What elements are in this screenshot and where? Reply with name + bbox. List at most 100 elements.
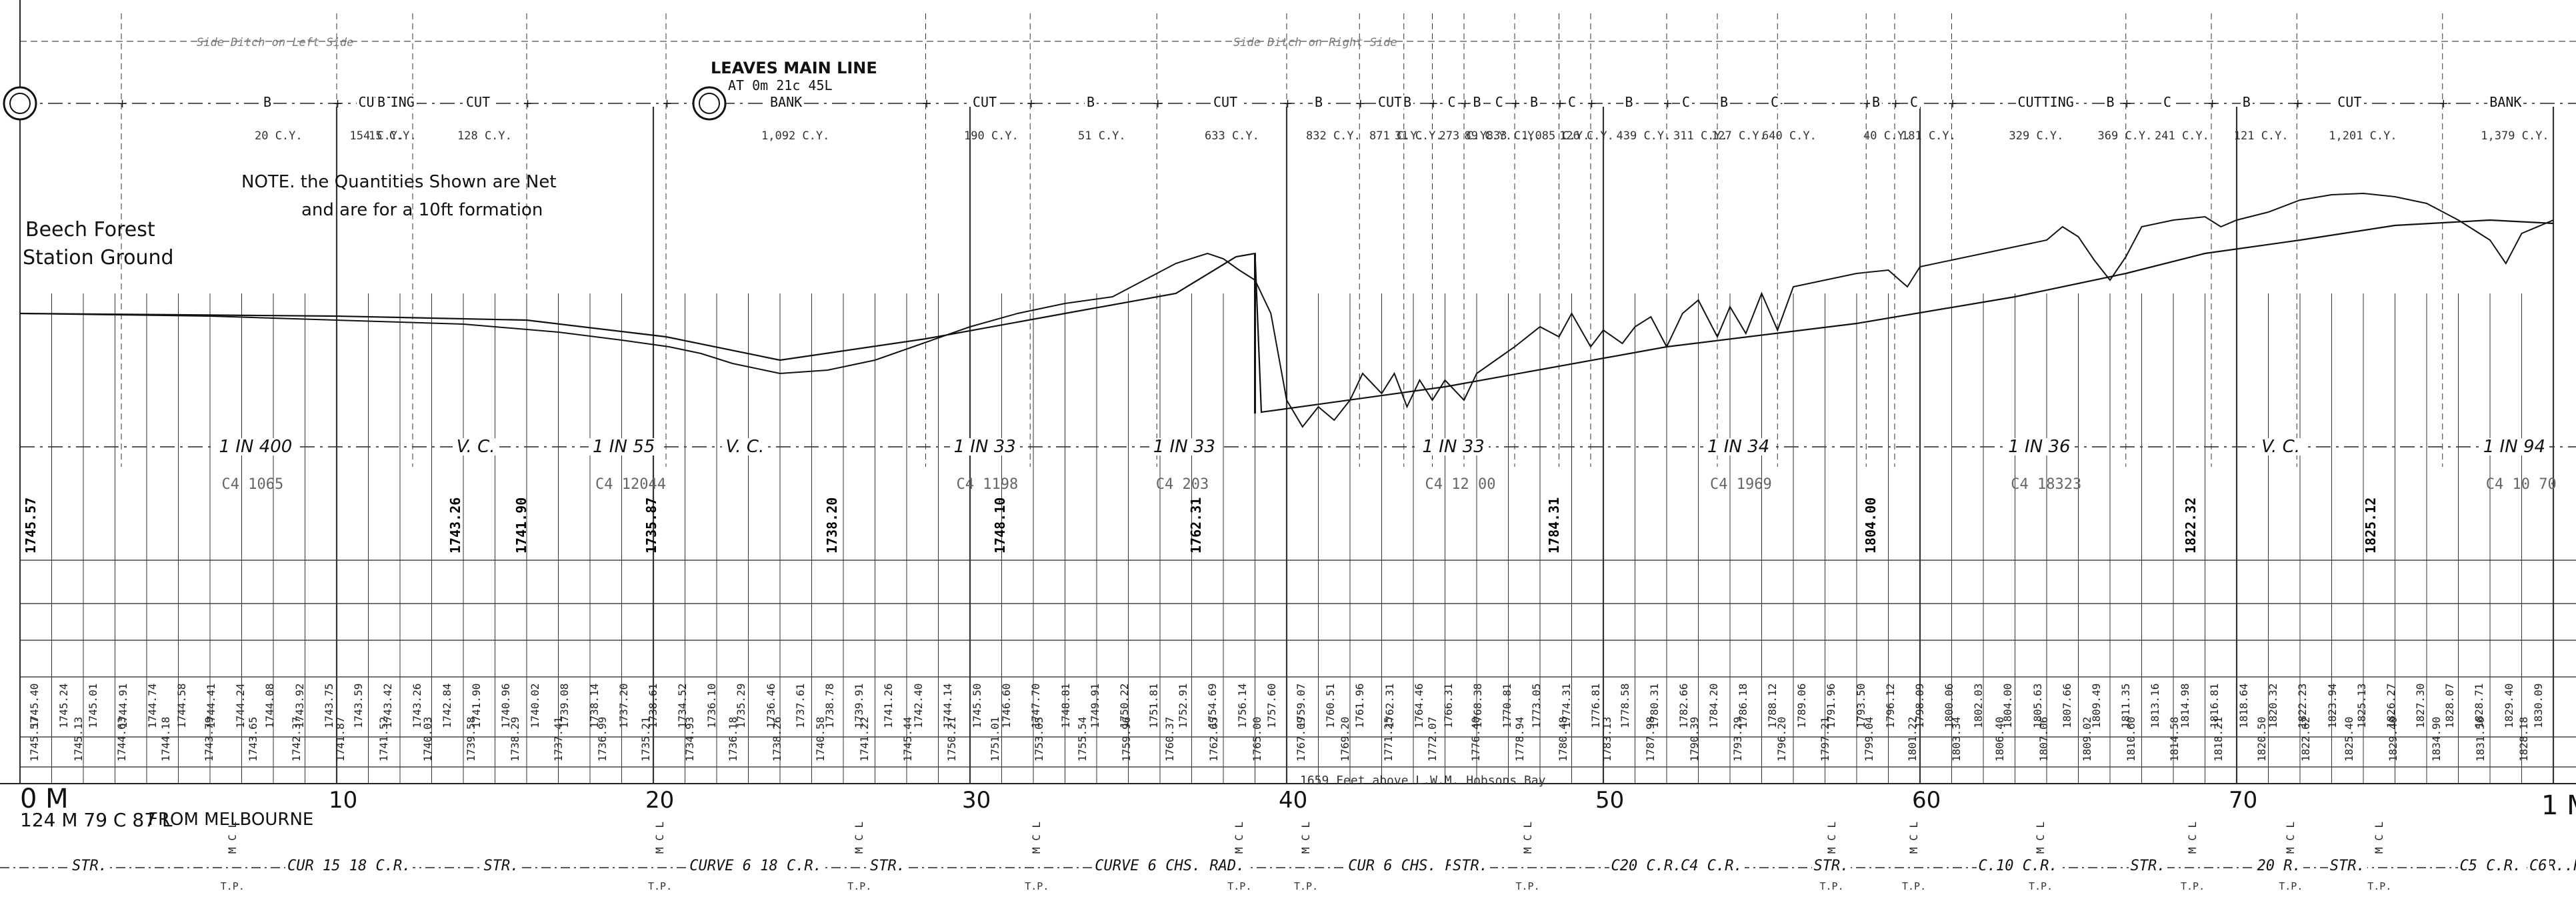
start-mileage-desc: 124 M 79 C 87 L bbox=[20, 809, 173, 831]
formation-level-value: 1743.59 bbox=[352, 683, 365, 728]
formation-level-value: 1760.51 bbox=[1324, 683, 1337, 728]
surface-level-value: 1767.09 bbox=[1295, 716, 1307, 762]
formation-level-value: 1748.81 bbox=[1059, 683, 1072, 728]
station-title-line2: Station Ground bbox=[23, 246, 174, 269]
datum-label: 1659 Feet above L.W.M. Hobsons Bay bbox=[1300, 774, 1546, 788]
earthwork-type-label: CUT bbox=[1211, 95, 1240, 109]
earthwork-quantity-label: 833 C.Y. bbox=[1486, 129, 1541, 143]
surface-level-value: 1825.40 bbox=[2343, 716, 2356, 762]
boundary-mark: + bbox=[2122, 97, 2132, 111]
curve-label: C6 bbox=[2527, 859, 2549, 874]
junction-circle-inner bbox=[699, 93, 720, 114]
earthwork-quantity-label: 832 C.Y. bbox=[1306, 129, 1361, 143]
earthwork-quantity-label: 51 C.Y. bbox=[1078, 129, 1126, 143]
formation-line bbox=[19, 219, 2554, 413]
formation-level-value: 1829.40 bbox=[2502, 683, 2515, 728]
end-mileage-mark: 1 M bbox=[2541, 790, 2576, 821]
grade-point-level: 1804.00 bbox=[1862, 497, 1879, 554]
surface-level-value: 1799.04 bbox=[1862, 716, 1875, 762]
surface-level-value: 1801.22 bbox=[1906, 716, 1919, 762]
earthwork-type-label: CUT bbox=[464, 95, 493, 109]
earthwork-type-label: CUTTING bbox=[2015, 95, 2076, 109]
surface-level-value: 1780.48 bbox=[1557, 716, 1570, 762]
vertical-curve-label: C4 12 00 bbox=[1425, 476, 1496, 493]
formation-level-value: 1807.66 bbox=[2060, 683, 2073, 728]
earthwork-quantity-label: 154 C.Y. bbox=[349, 129, 405, 143]
junction-circle bbox=[692, 86, 727, 121]
surface-level-value: 1742.37 bbox=[290, 716, 303, 762]
mcl-marker: M C L bbox=[653, 821, 666, 854]
chainage-tick-label: 60 bbox=[1912, 787, 1941, 814]
mcl-marker: M C L bbox=[1299, 821, 1312, 854]
formation-level-value: 1776.81 bbox=[1589, 683, 1602, 728]
earthwork-type-label: CUT bbox=[2335, 95, 2364, 109]
mcl-marker: M C L bbox=[1907, 821, 1920, 854]
tangent-point-label: T.P. bbox=[847, 880, 872, 892]
boundary-mark: + bbox=[333, 97, 343, 111]
earthwork-type-label: C bbox=[1445, 95, 1458, 109]
curve-label: C.10 C.R. bbox=[1976, 859, 2060, 874]
formation-level-value: 1749.91 bbox=[1088, 683, 1101, 728]
chainage-tick-label: 30 bbox=[962, 787, 991, 814]
earthwork-quantity-label: 121 C.Y. bbox=[2233, 129, 2289, 143]
formation-level-value: 1820.32 bbox=[2267, 683, 2280, 728]
formation-level-value: 1766.31 bbox=[1441, 683, 1455, 728]
earthwork-quantity-label: 1,092 C.Y. bbox=[761, 129, 830, 143]
curve-label: C4 C.R. bbox=[1679, 859, 1745, 874]
earthwork-quantity-label: 89 C.Y. bbox=[1464, 129, 1513, 143]
formation-level-value: 1784.20 bbox=[1707, 683, 1720, 728]
grade-label: V. C. bbox=[2257, 438, 2305, 456]
formation-level-value: 1827.30 bbox=[2414, 683, 2427, 728]
formation-level-value: 1741.26 bbox=[882, 683, 895, 728]
boundary-mark: + bbox=[1153, 97, 1163, 111]
boundary-mark: + bbox=[2207, 97, 2217, 111]
tangent-point-label: T.P. bbox=[1902, 880, 1927, 892]
formation-level-value: 1756.14 bbox=[1235, 683, 1249, 728]
tangent-point-label: T.P. bbox=[2181, 880, 2205, 892]
formation-level-value: 1744.74 bbox=[145, 683, 159, 728]
earthwork-quantity-label: 871 C.Y. bbox=[1369, 129, 1424, 143]
surface-level-value: 1829.40 bbox=[2386, 716, 2399, 762]
tangent-point-label: T.P. bbox=[2367, 880, 2392, 892]
formation-level-value: 1737.20 bbox=[617, 683, 630, 728]
earthwork-quantity-label: 127 C.Y. bbox=[1711, 129, 1766, 143]
surface-level-value: 1745.13 bbox=[71, 716, 85, 762]
earthwork-type-label: B bbox=[261, 95, 274, 109]
grade-label: V. C. bbox=[452, 438, 499, 456]
surface-level-value: 1740.58 bbox=[814, 716, 827, 762]
earthwork-quantity-label: 439 C.Y. bbox=[1616, 129, 1671, 143]
chainage-tick-label: 40 bbox=[1279, 787, 1308, 814]
earthwork-type-label: C bbox=[1566, 95, 1579, 109]
earthwork-quantity-label: 15 C.Y. bbox=[369, 129, 417, 143]
grade-point-level: 1822.32 bbox=[2182, 497, 2199, 554]
junction-circle-inner bbox=[9, 93, 31, 114]
surface-level-value: 1807.06 bbox=[2037, 716, 2050, 762]
curve-label: CUR 15 18 C.R. bbox=[285, 859, 413, 874]
formation-level-value: 1828.07 bbox=[2443, 683, 2457, 728]
surface-level-value: 1771.25 bbox=[1382, 716, 1395, 762]
earthwork-quantity-label: 128 C.Y. bbox=[457, 129, 512, 143]
earthwork-type-label: B bbox=[1401, 95, 1414, 109]
earthwork-quantity-label: 241 C.Y. bbox=[2155, 129, 2209, 143]
earthwork-type-label: B bbox=[2104, 95, 2117, 109]
formation-level-value: 1742.84 bbox=[440, 683, 453, 728]
surface-level-value: 1787.98 bbox=[1644, 716, 1657, 762]
surface-level-value: 1751.01 bbox=[989, 716, 1002, 762]
mcl-marker: M C L bbox=[1521, 821, 1534, 854]
surface-level-value: 1740.03 bbox=[421, 716, 434, 762]
surface-level-value: 1737.41 bbox=[552, 716, 565, 762]
earthwork-type-label: B bbox=[1718, 95, 1731, 109]
formation-level-value: 1813.16 bbox=[2149, 683, 2162, 728]
earthwork-quantity-label: 126 C.Y. bbox=[1559, 129, 1614, 143]
surface-level-value: 1806.40 bbox=[1993, 716, 2007, 762]
mcl-marker: M C L bbox=[2284, 821, 2297, 854]
grade-point-level: 1741.90 bbox=[513, 497, 530, 554]
grade-label: 1 IN 33 bbox=[1418, 438, 1489, 456]
boundary-mark: + bbox=[1026, 97, 1036, 111]
earthwork-type-label: B bbox=[1528, 95, 1541, 109]
tangent-point-label: T.P. bbox=[220, 880, 245, 892]
earthwork-type-label: C bbox=[1680, 95, 1693, 109]
formation-level-value: 1737.61 bbox=[793, 683, 807, 728]
earthwork-type-label: CUT bbox=[971, 95, 999, 109]
